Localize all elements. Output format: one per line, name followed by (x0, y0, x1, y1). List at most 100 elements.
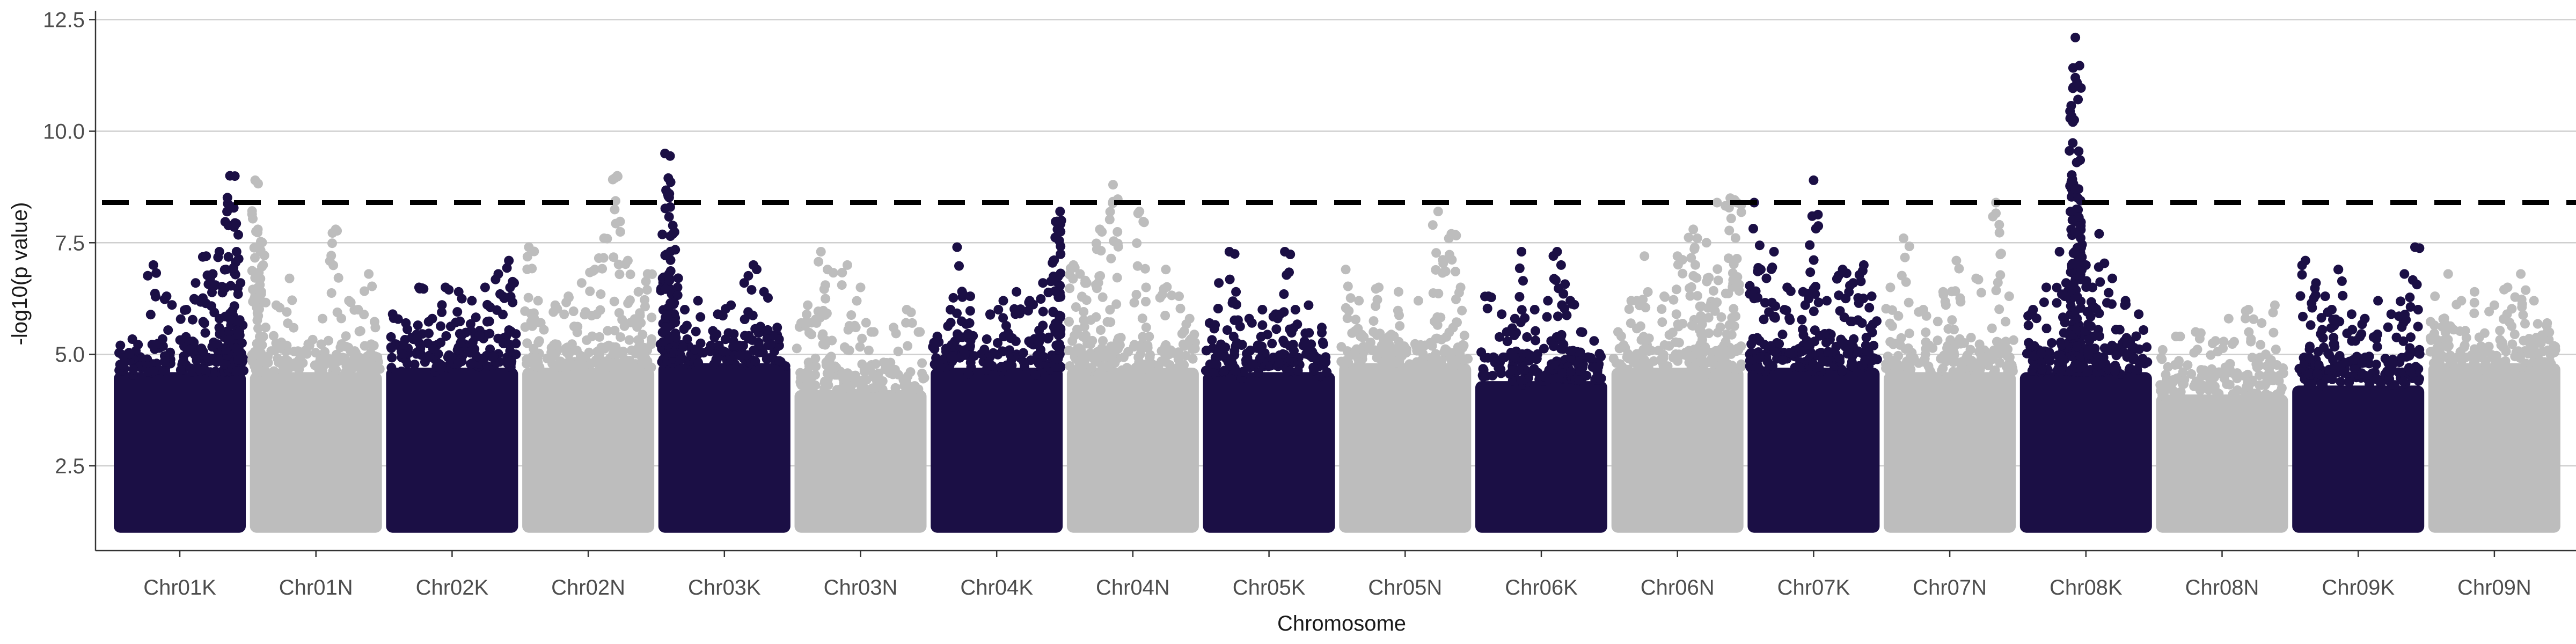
point-peak (1374, 282, 1384, 292)
point (256, 289, 266, 299)
point (1433, 289, 1444, 298)
point (2297, 269, 2307, 280)
point (128, 364, 138, 375)
point-peak (2134, 309, 2144, 319)
point (636, 318, 646, 328)
point (1438, 258, 1448, 268)
point (522, 252, 532, 262)
points-bulk-chr08k (2019, 372, 2152, 533)
point (2530, 349, 2540, 359)
point (1767, 262, 1777, 273)
point (1111, 299, 1122, 309)
point (1954, 264, 1964, 274)
point (1299, 336, 1309, 346)
point-peak (739, 278, 749, 288)
point (1226, 356, 1236, 366)
point (1531, 326, 1540, 336)
point (1797, 314, 1807, 325)
point (1377, 340, 1387, 350)
point (2261, 389, 2271, 399)
point (2122, 339, 2132, 349)
point (669, 309, 679, 319)
point-peak (1867, 291, 1877, 302)
point (993, 305, 1004, 314)
point (1208, 358, 1218, 369)
point-peak (1081, 278, 1092, 288)
point (2533, 319, 2543, 329)
point (969, 351, 979, 361)
point (1568, 346, 1578, 356)
point (2312, 368, 2322, 378)
point (149, 366, 159, 376)
point (2085, 312, 2096, 322)
point-peak (509, 278, 519, 288)
point (2517, 302, 2527, 312)
point (2227, 339, 2237, 349)
point-peak (414, 282, 424, 292)
point (696, 312, 706, 322)
point (2268, 308, 2278, 318)
point (671, 333, 681, 343)
x-tick-label: Chr01N (279, 576, 353, 599)
point (2041, 324, 2052, 333)
point (1832, 274, 1842, 284)
point (1496, 364, 1506, 375)
point (747, 285, 757, 295)
point-peak (1354, 296, 1364, 306)
y-tick-label: 5.0 (55, 343, 85, 367)
point (409, 360, 420, 370)
point (2295, 291, 2306, 301)
point (952, 308, 962, 318)
point (1015, 309, 1024, 319)
point (609, 252, 619, 262)
point (624, 335, 634, 345)
point (863, 346, 874, 355)
point (1721, 288, 1731, 298)
chromosome-group-chr08n (2155, 300, 2288, 533)
point (536, 318, 546, 328)
point (452, 307, 463, 317)
point-peak (855, 282, 866, 292)
point (1904, 366, 1913, 376)
point (855, 342, 865, 352)
point (331, 365, 341, 375)
point (482, 361, 493, 371)
point-peak (2529, 296, 2539, 306)
point (955, 353, 965, 363)
point-peak (255, 247, 266, 257)
point (2068, 311, 2079, 321)
point (1459, 331, 1469, 341)
point (1052, 354, 1062, 364)
point (1697, 369, 1708, 379)
point (807, 330, 816, 340)
point (2459, 342, 2469, 352)
point-peak (221, 265, 231, 275)
point (1626, 318, 1636, 328)
point (1092, 244, 1102, 254)
point (271, 338, 281, 348)
point (1114, 333, 1124, 343)
point (2004, 361, 2015, 371)
point (664, 212, 674, 222)
point (1893, 311, 1904, 321)
point (998, 346, 1008, 356)
point (1690, 348, 1701, 357)
point (1343, 281, 1353, 291)
point (2317, 325, 2328, 335)
point-peak (915, 327, 925, 337)
point (2156, 386, 2166, 396)
x-tick-label: Chr09N (2457, 576, 2531, 599)
point (1129, 297, 1139, 308)
point (1043, 334, 1053, 344)
point (1056, 329, 1066, 339)
point (821, 294, 831, 304)
point (2413, 305, 2423, 314)
point (814, 257, 824, 267)
point (1770, 313, 1780, 323)
point (1514, 263, 1525, 273)
point-peak (816, 247, 826, 257)
point-peak (1224, 247, 1234, 257)
point-peak (2430, 291, 2440, 302)
point (1994, 219, 2004, 230)
point-peak (493, 269, 503, 279)
